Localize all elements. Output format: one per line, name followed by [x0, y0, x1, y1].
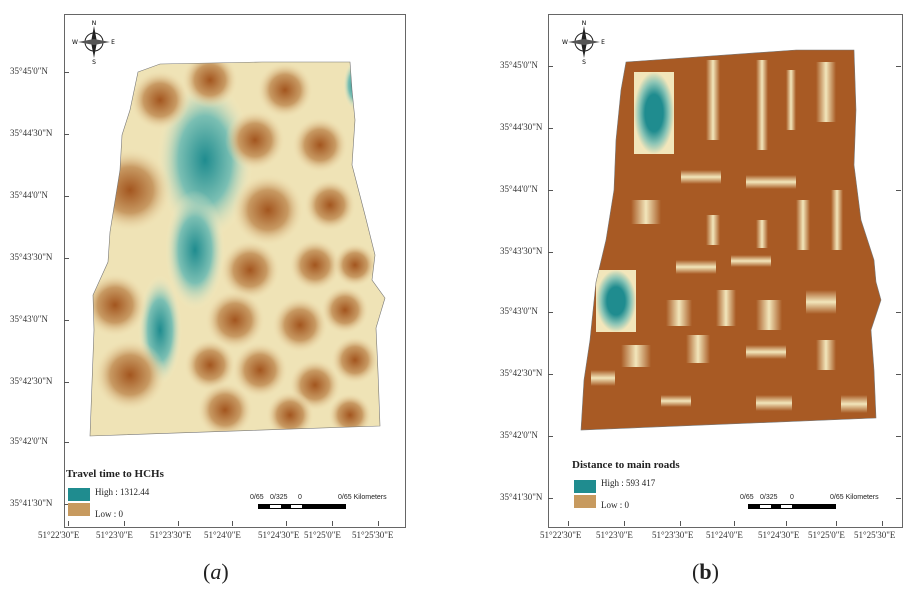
lat-label: 35°43'0"N: [10, 314, 48, 324]
lat-label: 35°42'30"N: [500, 368, 543, 378]
lon-label: 51°22'30"E: [38, 530, 80, 540]
lon-label: 51°23'0"E: [596, 530, 633, 540]
lon-label: 51°25'0"E: [808, 530, 845, 540]
north-arrow-icon: N S W E: [72, 20, 115, 64]
legend-title: Travel time to HCHs: [66, 468, 164, 480]
legend-low-label: Low : 0: [95, 509, 123, 519]
legend-high-swatch: [574, 480, 596, 493]
lat-label: 35°42'0"N: [500, 430, 538, 440]
legend-high-label: High : 1312.44: [95, 487, 150, 497]
scale-label: 0/65: [740, 494, 754, 501]
lat-label: 35°42'30"N: [10, 376, 53, 386]
compass-w: W: [72, 39, 78, 46]
map-panel-a: N S W E: [10, 14, 406, 584]
north-arrow-icon: N S W E: [562, 20, 605, 64]
scale-label: 0/65 Kilometers: [830, 494, 879, 501]
caption-a: (a): [203, 559, 229, 584]
lat-label: 35°44'30"N: [500, 122, 543, 132]
compass-s: S: [92, 59, 96, 64]
lat-label: 35°45'0"N: [10, 66, 48, 76]
scale-label: 0: [298, 494, 302, 501]
lon-label: 51°23'30"E: [652, 530, 694, 540]
legend-title: Distance to main roads: [572, 459, 680, 471]
scale-label: 0/325: [760, 494, 778, 501]
scale-label: 0: [790, 494, 794, 501]
compass-s: S: [582, 59, 586, 64]
scale-bar: [258, 504, 346, 509]
legend-low-label: Low : 0: [601, 500, 629, 510]
lon-label: 51°24'0"E: [204, 530, 241, 540]
lon-label: 51°25'30"E: [352, 530, 394, 540]
distance-to-roads-raster: [580, 49, 882, 431]
scale-label: 0/65 Kilometers: [338, 494, 387, 501]
lat-label: 35°42'0"N: [10, 436, 48, 446]
lon-label: 51°24'30"E: [258, 530, 300, 540]
lat-label: 35°43'30"N: [10, 252, 53, 262]
lon-label: 51°25'0"E: [304, 530, 341, 540]
lat-label: 35°43'0"N: [500, 306, 538, 316]
travel-time-raster: [89, 61, 386, 437]
legend-high-swatch: [68, 488, 90, 501]
map-panel-b: N S W E: [456, 0, 912, 592]
scale-label: 0/325: [270, 494, 288, 501]
lat-label: 35°41'30"N: [500, 492, 543, 502]
lon-label: 51°25'30"E: [854, 530, 896, 540]
lat-label: 35°43'30"N: [500, 246, 543, 256]
scale-bar: [748, 504, 836, 509]
legend-high-label: High : 593 417: [601, 478, 656, 488]
compass-n: N: [582, 20, 587, 27]
lon-label: 51°23'0"E: [96, 530, 133, 540]
compass-w: W: [562, 39, 568, 46]
lon-label: 51°24'0"E: [706, 530, 743, 540]
lat-label: 35°44'0"N: [500, 184, 538, 194]
compass-n: N: [92, 20, 97, 27]
lat-label: 35°41'30"N: [10, 498, 53, 508]
legend-low-swatch: [68, 503, 90, 516]
compass-e: E: [601, 39, 605, 46]
caption-b: (b): [692, 559, 719, 584]
lat-label: 35°45'0"N: [500, 60, 538, 70]
lat-label: 35°44'30"N: [10, 128, 53, 138]
lon-label: 51°24'30"E: [758, 530, 800, 540]
lon-label: 51°23'30"E: [150, 530, 192, 540]
lon-label: 51°22'30"E: [540, 530, 582, 540]
lat-label: 35°44'0"N: [10, 190, 48, 200]
legend-low-swatch: [574, 495, 596, 508]
compass-e: E: [111, 39, 115, 46]
scale-label: 0/65: [250, 494, 264, 501]
